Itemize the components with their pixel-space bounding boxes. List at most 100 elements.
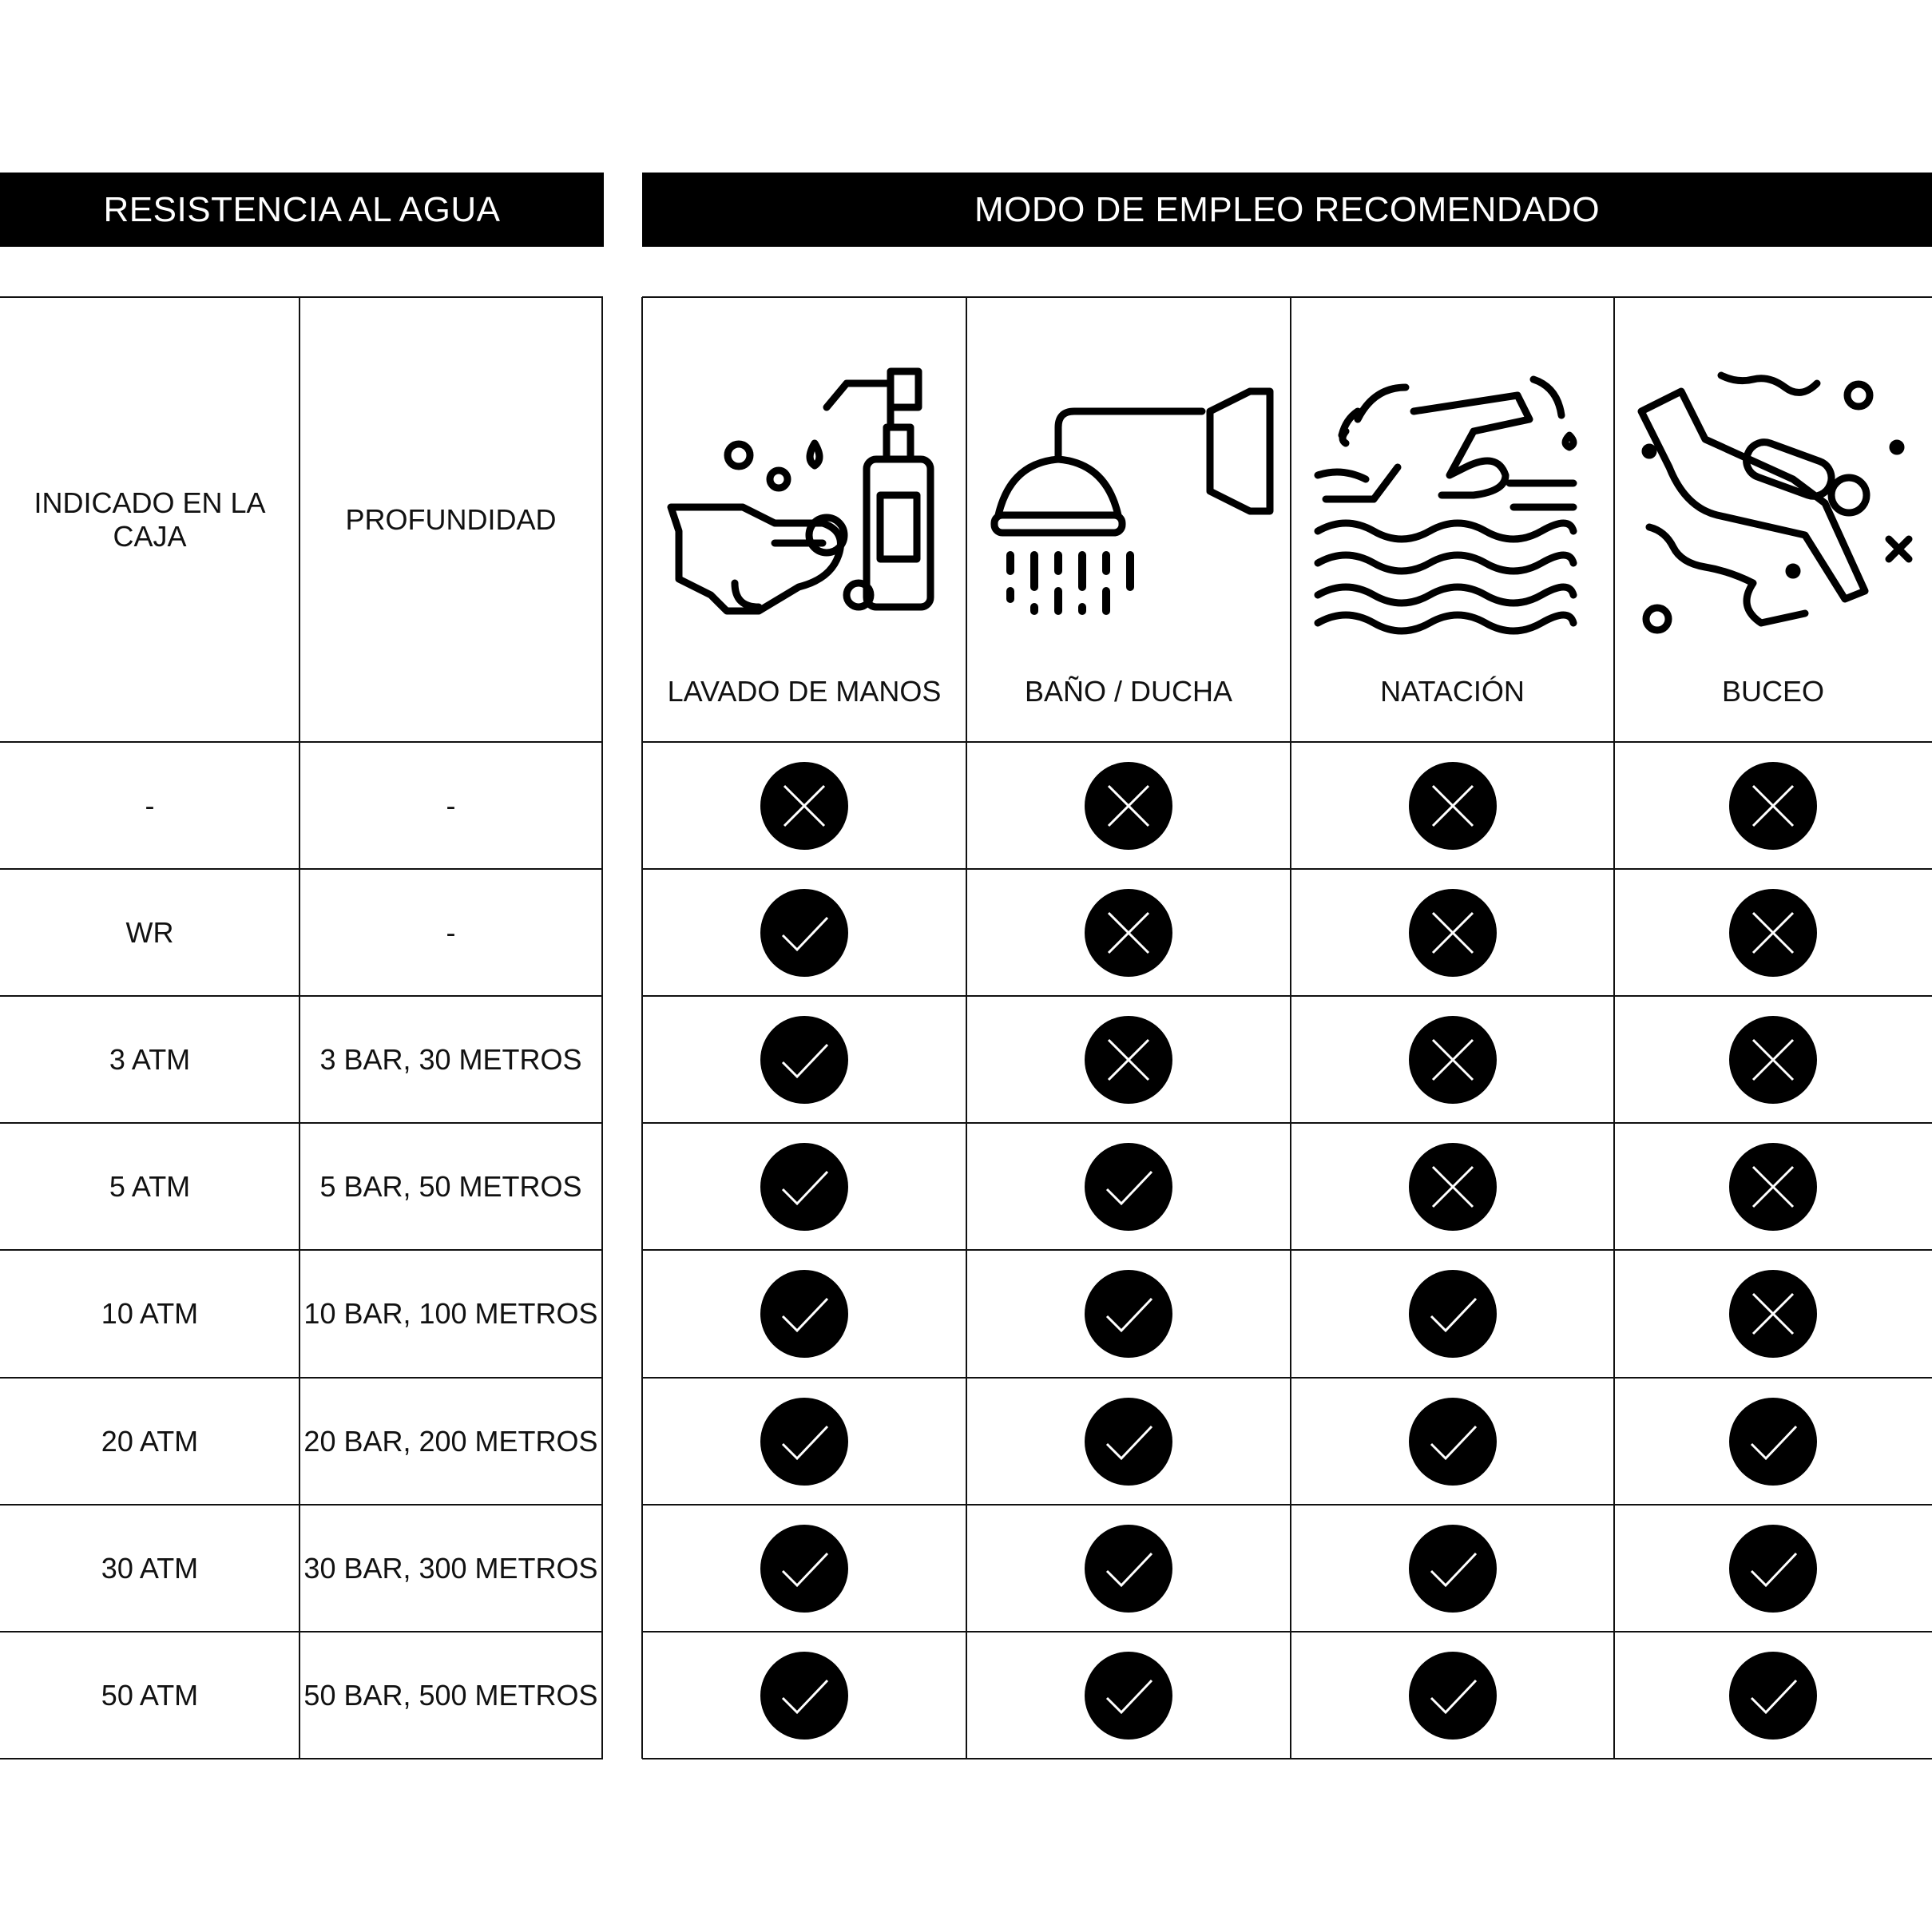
check-icon [1085,1524,1172,1613]
column-header-indicated: INDICADO EN LA CAJA [0,297,300,742]
grid-line [0,1122,603,1124]
grid-line [642,1122,1932,1124]
use-cell [1291,1632,1614,1759]
use-cell [966,1378,1291,1505]
grid-line [642,296,1932,298]
grid-line [642,995,1932,997]
header-label: MODO DE EMPLEO RECOMENDADO [974,189,1601,229]
use-cell [1614,1378,1932,1505]
use-cell [642,1632,966,1759]
check-icon [760,1142,848,1231]
recommended-use-header: MODO DE EMPLEO RECOMENDADO [642,173,1932,247]
column-header-use-0: LAVADO DE MANOS [667,675,942,708]
grid-line [0,868,603,870]
column-header-use-2: NATACIÓN [1380,675,1525,708]
grid-line [1613,297,1615,1759]
use-cell [1614,869,1932,996]
grid-line [641,297,643,1759]
grid-line [0,1758,603,1759]
use-cell [1291,996,1614,1123]
depth-cell: 20 BAR, 200 METROS [303,1424,598,1458]
use-cell [1614,1250,1932,1378]
shower-icon [990,387,1274,615]
grid-line [642,1758,1932,1759]
depth-cell: - [446,915,456,949]
indicated-cell: 10 ATM [101,1297,199,1331]
swimming-icon [1314,375,1577,635]
cross-icon [1729,761,1817,850]
use-cell [966,869,1291,996]
use-cell [1291,1250,1614,1378]
check-icon [1085,1142,1172,1231]
cross-icon [1408,1015,1497,1104]
use-cell [1291,1123,1614,1250]
check-icon [1085,1270,1172,1358]
grid-line [642,1249,1932,1251]
use-cell [642,1505,966,1632]
grid-line [642,868,1932,870]
grid-line [642,741,1932,743]
use-cell [1291,869,1614,996]
indicated-cell: WR [125,915,174,949]
grid-line [0,741,603,743]
grid-line [1290,297,1291,1759]
cross-icon [1408,888,1497,977]
use-cell [1614,1505,1932,1632]
diving-icon [1637,371,1913,634]
use-cell [966,1250,1291,1378]
grid-line [0,1631,603,1632]
column-header-use-1: BAÑO / DUCHA [1024,675,1233,708]
check-icon [1408,1397,1497,1486]
check-icon [1729,1651,1817,1740]
use-cell [966,1505,1291,1632]
use-cell [966,742,1291,869]
check-icon [1408,1524,1497,1613]
use-cell [642,1123,966,1250]
depth-cell: - [446,788,456,822]
use-cell [642,1378,966,1505]
grid-line [0,995,603,997]
check-icon [760,1524,848,1613]
check-icon [760,1397,848,1486]
cross-icon [1729,1142,1817,1231]
cross-icon [1085,761,1172,850]
grid-line [642,1377,1932,1379]
use-cell [966,996,1291,1123]
indicated-cell: 30 ATM [101,1551,199,1585]
cross-icon [1729,1270,1817,1358]
use-cell [1291,1378,1614,1505]
cross-icon [1085,888,1172,977]
indicated-cell: 3 ATM [109,1042,191,1076]
water-resistance-header: RESISTENCIA AL AGUA [0,173,604,247]
check-icon [1729,1524,1817,1613]
depth-cell: 10 BAR, 100 METROS [303,1297,598,1331]
indicated-cell: 20 ATM [101,1424,199,1458]
use-cell [1614,1123,1932,1250]
column-header-label: INDICADO EN LA CAJA [34,486,266,553]
grid-line [299,297,300,1759]
use-cell [642,996,966,1123]
check-icon [760,1651,848,1740]
grid-line [0,1377,603,1379]
depth-cell: 5 BAR, 50 METROS [319,1169,582,1203]
use-cell [966,1123,1291,1250]
depth-cell: 3 BAR, 30 METROS [319,1042,582,1076]
use-cell [1614,742,1932,869]
cross-icon [760,761,848,850]
cross-icon [1408,1142,1497,1231]
grid-line [966,297,967,1759]
cross-icon [1408,761,1497,850]
column-header-use-3: BUCEO [1721,675,1825,708]
check-icon [1408,1651,1497,1740]
use-cell [1614,996,1932,1123]
grid-line [0,1249,603,1251]
check-icon [760,888,848,977]
use-cell [1614,1632,1932,1759]
grid-line [0,1504,603,1506]
grid-line [601,297,603,1759]
indicated-cell: - [145,788,155,822]
depth-cell: 30 BAR, 300 METROS [303,1551,598,1585]
check-icon [760,1270,848,1358]
grid-line [642,1504,1932,1506]
use-cell [1291,742,1614,869]
